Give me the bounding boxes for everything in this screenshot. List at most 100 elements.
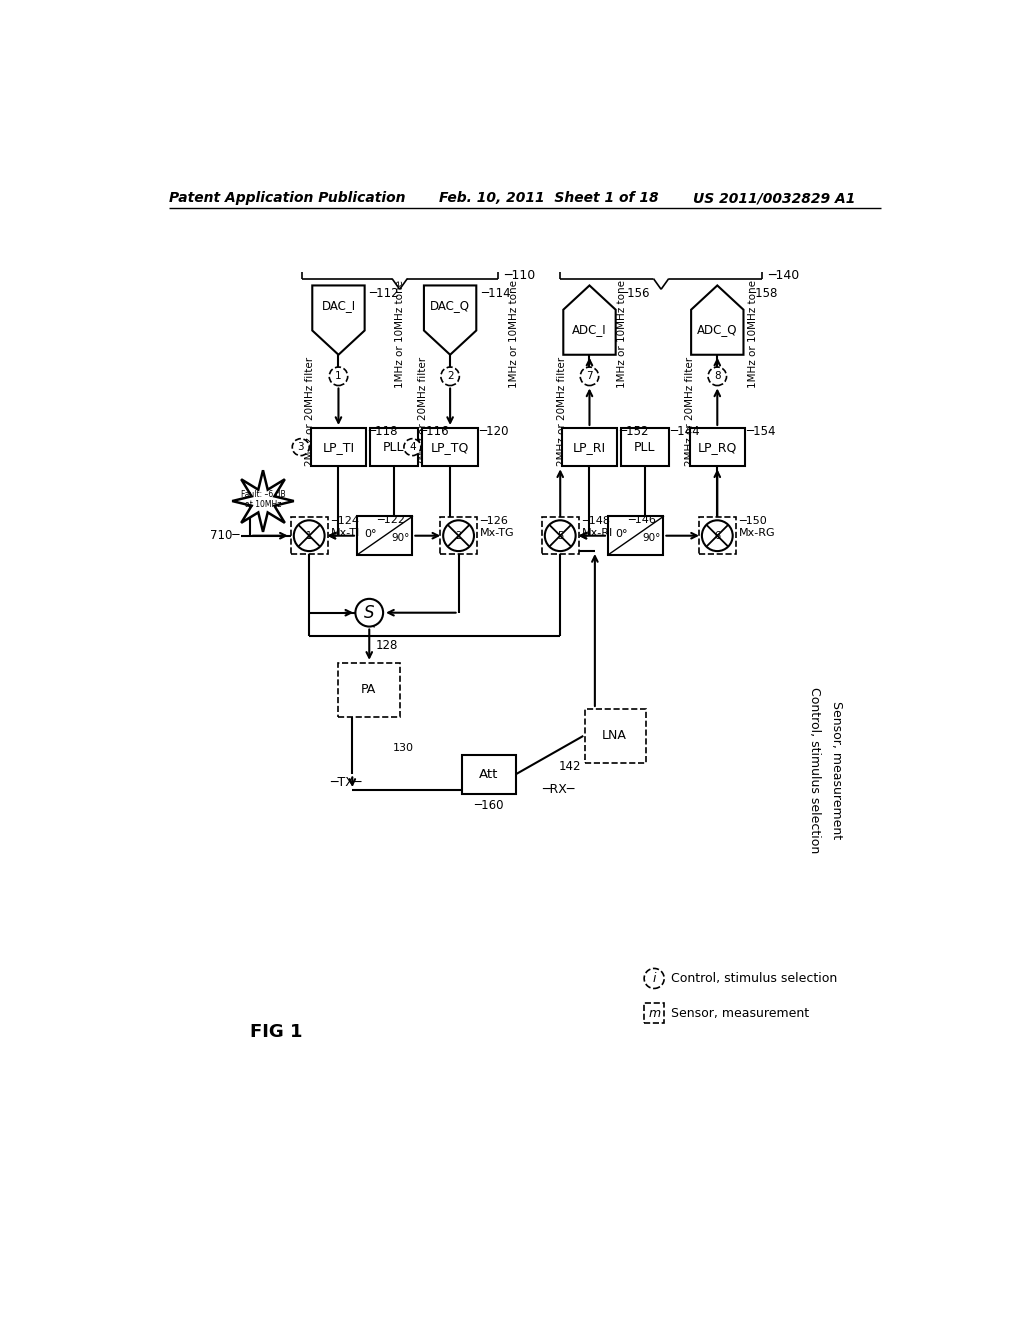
- Text: ─148
Mx-RI: ─148 Mx-RI: [582, 516, 613, 539]
- Text: ─158: ─158: [749, 286, 777, 300]
- Text: 2MHz or 20MHz filter: 2MHz or 20MHz filter: [305, 356, 315, 466]
- Text: m: m: [648, 1007, 660, 1019]
- Text: 90°: 90°: [391, 533, 410, 543]
- Text: ─TX─: ─TX─: [331, 776, 361, 788]
- Bar: [357, 516, 413, 554]
- Text: at 10MHz: at 10MHz: [245, 500, 282, 510]
- Text: ─RX─: ─RX─: [542, 783, 574, 796]
- Text: ─126
Mx-TG: ─126 Mx-TG: [480, 516, 515, 539]
- Text: 3: 3: [340, 709, 347, 719]
- Text: 8: 8: [714, 371, 721, 381]
- Bar: [291, 517, 328, 554]
- Bar: [644, 1003, 665, 1023]
- Text: ─122: ─122: [377, 515, 404, 525]
- Text: ─124
Mx-TI: ─124 Mx-TI: [331, 516, 360, 539]
- Text: 0°: 0°: [365, 529, 377, 539]
- Text: 2: 2: [446, 371, 454, 381]
- Bar: [621, 428, 669, 466]
- Text: 142: 142: [558, 760, 581, 774]
- Text: DAC_Q: DAC_Q: [430, 300, 470, 313]
- Text: PLL: PLL: [634, 441, 655, 454]
- Bar: [440, 517, 477, 554]
- Bar: [689, 428, 745, 466]
- Polygon shape: [352, 668, 394, 711]
- Text: 5: 5: [557, 531, 563, 541]
- Bar: [542, 517, 579, 554]
- Text: Patent Application Publication: Patent Application Publication: [169, 191, 406, 206]
- Text: US 2011/0032829 A1: US 2011/0032829 A1: [692, 191, 855, 206]
- Text: 6: 6: [714, 531, 720, 541]
- Text: 2MHz or 20MHz filter: 2MHz or 20MHz filter: [418, 356, 428, 466]
- Text: 1: 1: [335, 371, 342, 381]
- Text: ─140: ─140: [768, 269, 800, 282]
- Text: 7: 7: [586, 371, 593, 381]
- Circle shape: [701, 520, 733, 552]
- Text: PA: PA: [361, 684, 377, 696]
- Text: 4: 4: [584, 754, 591, 764]
- Circle shape: [292, 438, 309, 455]
- Text: 4: 4: [409, 442, 416, 453]
- Text: Sensor, measurement: Sensor, measurement: [829, 701, 843, 840]
- Bar: [698, 517, 736, 554]
- Text: LP_TQ: LP_TQ: [431, 441, 469, 454]
- Circle shape: [330, 367, 348, 385]
- Circle shape: [581, 367, 599, 385]
- Text: FIG 1: FIG 1: [250, 1023, 302, 1041]
- Text: Feb. 10, 2011  Sheet 1 of 18: Feb. 10, 2011 Sheet 1 of 18: [438, 191, 658, 206]
- Circle shape: [443, 520, 474, 552]
- Text: S: S: [364, 603, 375, 622]
- Text: ─152: ─152: [618, 425, 648, 438]
- Bar: [562, 428, 617, 466]
- Polygon shape: [232, 470, 294, 532]
- Text: ─146: ─146: [628, 515, 655, 525]
- Circle shape: [403, 438, 421, 455]
- Text: 128: 128: [376, 639, 397, 652]
- Text: PLL: PLL: [383, 441, 404, 454]
- Text: 130: 130: [392, 743, 414, 754]
- Polygon shape: [691, 285, 743, 355]
- Bar: [462, 755, 515, 793]
- Polygon shape: [424, 285, 476, 355]
- Polygon shape: [312, 285, 365, 355]
- Text: Control, stimulus selection: Control, stimulus selection: [671, 972, 838, 985]
- Text: ─112: ─112: [370, 286, 399, 300]
- Bar: [339, 663, 400, 717]
- Text: ─114: ─114: [481, 286, 511, 300]
- Text: Fault: –6 dB: Fault: –6 dB: [241, 491, 286, 499]
- Text: 1MHz or 10MHz tone: 1MHz or 10MHz tone: [395, 280, 406, 388]
- Text: ADC_I: ADC_I: [572, 323, 607, 337]
- Text: LNA: LNA: [601, 730, 626, 742]
- Text: 2MHz or 20MHz filter: 2MHz or 20MHz filter: [557, 356, 566, 466]
- Bar: [608, 516, 664, 554]
- Text: 3: 3: [297, 442, 304, 453]
- Text: LP_RI: LP_RI: [572, 441, 606, 454]
- Text: 710─: 710─: [210, 529, 240, 543]
- Polygon shape: [563, 285, 615, 355]
- Text: 90°: 90°: [642, 533, 660, 543]
- Text: ─150
Mx-RG: ─150 Mx-RG: [739, 516, 775, 539]
- Text: 1MHz or 10MHz tone: 1MHz or 10MHz tone: [616, 280, 627, 388]
- Text: ─120: ─120: [479, 425, 509, 438]
- Text: 1MHz or 10MHz tone: 1MHz or 10MHz tone: [509, 280, 519, 388]
- Bar: [585, 709, 646, 763]
- Text: ─110: ─110: [504, 269, 536, 282]
- Text: LP_TI: LP_TI: [323, 441, 354, 454]
- Text: ─160: ─160: [474, 799, 504, 812]
- Bar: [422, 428, 478, 466]
- Text: 1MHz or 10MHz tone: 1MHz or 10MHz tone: [748, 280, 758, 388]
- Circle shape: [545, 520, 575, 552]
- Polygon shape: [597, 714, 639, 758]
- Text: 2MHz or 20MHz filter: 2MHz or 20MHz filter: [685, 356, 695, 466]
- Text: Sensor, measurement: Sensor, measurement: [671, 1007, 809, 1019]
- Text: ─154: ─154: [746, 425, 776, 438]
- Text: 0°: 0°: [615, 529, 628, 539]
- Circle shape: [441, 367, 460, 385]
- Circle shape: [294, 520, 325, 552]
- Bar: [370, 428, 418, 466]
- Text: i: i: [652, 972, 656, 985]
- Text: ─116: ─116: [419, 425, 449, 438]
- Text: DAC_I: DAC_I: [322, 300, 355, 313]
- Circle shape: [355, 599, 383, 627]
- Circle shape: [708, 367, 727, 385]
- Text: 2: 2: [456, 531, 462, 541]
